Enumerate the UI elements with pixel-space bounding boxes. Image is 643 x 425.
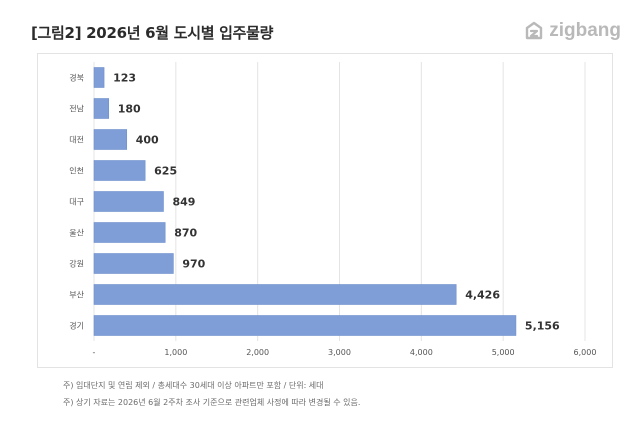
value-label-7: 4,426 [465,289,500,302]
x-tick-label-0: - [93,348,96,357]
bar-3 [93,160,146,181]
footnotes: 주) 임대단지 및 연립 제외 / 총세대수 30세대 이상 아파트만 포함 /… [63,377,360,411]
bar-1 [93,98,110,119]
category-label-2: 대전 [69,135,84,145]
category-label-5: 울산 [69,228,84,238]
bar-2 [93,129,128,150]
bar-8 [93,315,517,336]
footnote-1: 주) 임대단지 및 연립 제외 / 총세대수 30세대 이상 아파트만 포함 /… [63,381,324,390]
logo-text: zigbang [549,20,621,41]
bar-7 [93,284,457,305]
value-label-2: 400 [136,134,159,147]
value-label-3: 625 [154,165,177,178]
x-tick-label-1: 1,000 [164,348,187,357]
x-tick-label-6: 6,000 [574,348,597,357]
bar-6 [93,253,174,274]
value-label-0: 123 [113,72,136,85]
value-label-4: 849 [172,196,195,209]
x-tick-label-2: 2,000 [246,348,269,357]
footnote-2: 주) 상기 자료는 2026년 6월 2주차 조사 기준으로 관련업체 사정에 … [63,398,361,407]
category-label-4: 대구 [69,198,84,207]
bar-0 [93,67,105,88]
bar-4 [93,191,164,212]
x-tick-label-5: 5,000 [492,348,515,357]
value-label-6: 970 [182,258,205,271]
chart-panel: - 1,000 2,000 3,000 4,000 5,000 6,000 경북 123 전남 18… [37,53,613,368]
category-label-8: 경기 [69,321,84,331]
category-label-1: 전남 [69,104,84,114]
category-label-0: 경북 [69,73,84,83]
x-tick-label-3: 3,000 [328,348,351,357]
category-label-7: 부산 [69,290,84,300]
value-label-5: 870 [174,227,197,240]
brand-logo: zigbang [523,20,621,42]
value-label-1: 180 [118,103,141,116]
bar-chart: - 1,000 2,000 3,000 4,000 5,000 6,000 경북 123 전남 18… [69,62,597,357]
category-label-6: 강원 [69,259,84,269]
x-tick-label-4: 4,000 [410,348,433,357]
bar-5 [93,222,166,243]
category-label-3: 인천 [69,166,84,176]
page-title: [그림2] 2026년 6월 도시별 입주물량 [31,24,274,42]
value-label-8: 5,156 [525,320,560,333]
zigbang-logo-icon [526,21,543,40]
